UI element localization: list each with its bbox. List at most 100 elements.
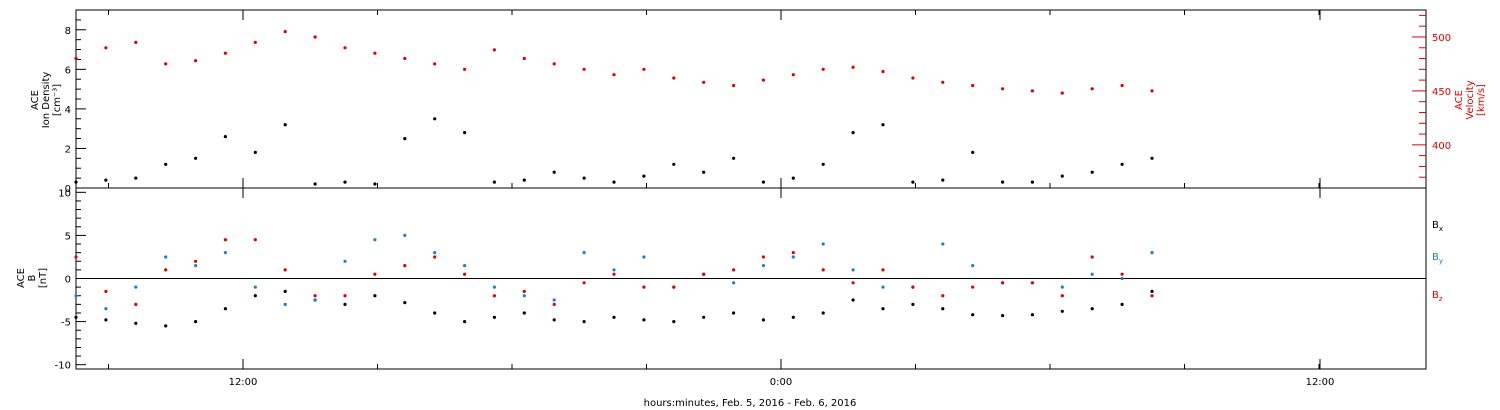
density-point: [761, 180, 766, 184]
by-point: [433, 251, 437, 255]
b-tick-label: 10: [58, 188, 71, 199]
density-point: [223, 135, 227, 139]
velocity-point: [672, 76, 676, 80]
by-point: [552, 298, 556, 302]
velocity-point: [373, 51, 377, 55]
by-point: [223, 251, 227, 255]
bx-point: [971, 313, 975, 317]
velocity-point: [134, 40, 138, 45]
velocity-point: [702, 80, 706, 84]
bz-point: [971, 285, 975, 289]
velocity-point: [1090, 87, 1094, 91]
density-point: [791, 176, 795, 180]
b-tick-label: -5: [61, 318, 71, 329]
velocity-point: [1001, 87, 1005, 91]
velocity-point: [732, 83, 736, 88]
bz-point: [223, 238, 227, 242]
density-point: [642, 174, 646, 178]
bz-point: [164, 268, 168, 272]
density-point: [104, 178, 108, 182]
bx-point: [403, 301, 407, 305]
velocity-point: [941, 80, 945, 84]
density-point: [253, 150, 257, 154]
velocity-point: [1060, 91, 1064, 95]
bx-point: [1001, 314, 1005, 318]
bz-point: [881, 268, 885, 272]
velocity-point: [223, 51, 227, 55]
by-point: [283, 302, 287, 306]
density-point: [74, 180, 78, 184]
velocity-point: [851, 65, 855, 69]
density-point: [1060, 174, 1064, 178]
velocity-point: [283, 30, 287, 34]
bx-point: [1060, 309, 1064, 313]
bx-point: [791, 315, 795, 319]
density-point: [612, 180, 616, 184]
bz-point: [1120, 272, 1124, 276]
by-point: [851, 268, 855, 272]
b-tick-label: -10: [55, 361, 71, 372]
velocity-point: [433, 62, 437, 66]
bx-point: [373, 294, 377, 298]
velocity-point: [164, 62, 168, 66]
velocity-tick-label: 450: [1432, 87, 1451, 98]
by-point: [253, 285, 257, 289]
bx-point: [582, 320, 586, 324]
density-tick-label: 2: [65, 144, 71, 155]
velocity-tick-label: 500: [1432, 33, 1451, 44]
density-point: [851, 131, 855, 135]
velocity-point: [821, 67, 825, 71]
velocity-axis-title-line: [km/s]: [1476, 84, 1487, 116]
density-point: [194, 156, 198, 160]
velocity-point: [911, 76, 915, 80]
velocity-axis-title-line: ACE: [1454, 90, 1465, 110]
velocity-point: [971, 83, 975, 88]
bz-point: [1090, 255, 1094, 259]
legend-entry-y: By: [1432, 252, 1443, 265]
by-point: [164, 255, 168, 259]
bz-point: [492, 294, 496, 298]
bz-point: [313, 294, 317, 298]
bx-point: [74, 315, 78, 319]
velocity-point: [253, 40, 257, 45]
by-point: [74, 294, 78, 298]
bx-point: [1030, 313, 1034, 317]
by-point: [1060, 285, 1064, 289]
velocity-point: [522, 56, 526, 61]
bz-point: [851, 281, 855, 285]
bz-point: [582, 281, 586, 285]
bz-point: [911, 285, 915, 289]
bx-point: [164, 324, 168, 328]
bz-point: [433, 255, 437, 259]
legend-entry-x: Bx: [1432, 220, 1443, 233]
bz-point: [941, 294, 945, 298]
bz-point: [821, 268, 825, 272]
bz-point: [194, 259, 198, 263]
density-axis-title-line: [cm⁻³]: [52, 84, 63, 116]
density-point: [582, 176, 586, 180]
density-point: [1001, 180, 1005, 184]
legend-subscript: x: [1439, 225, 1443, 233]
by-point: [1090, 272, 1094, 276]
bx-point: [672, 320, 676, 324]
bx-point: [343, 302, 347, 306]
bz-point: [702, 272, 706, 276]
bz-point: [343, 294, 347, 298]
density-point: [911, 180, 915, 184]
velocity-point: [343, 46, 347, 50]
velocity-point: [492, 48, 496, 52]
density-point: [821, 162, 825, 166]
density-axis-title-line: ACE: [30, 90, 41, 110]
density-point: [941, 178, 945, 182]
density-point: [1090, 170, 1094, 174]
bz-point: [403, 264, 407, 268]
bz-point: [134, 302, 138, 306]
by-point: [492, 285, 496, 289]
bx-point: [761, 318, 766, 322]
by-point: [403, 233, 407, 237]
density-point: [732, 156, 736, 160]
velocity-point: [791, 73, 795, 77]
by-point: [343, 259, 347, 263]
bz-point: [283, 268, 287, 272]
